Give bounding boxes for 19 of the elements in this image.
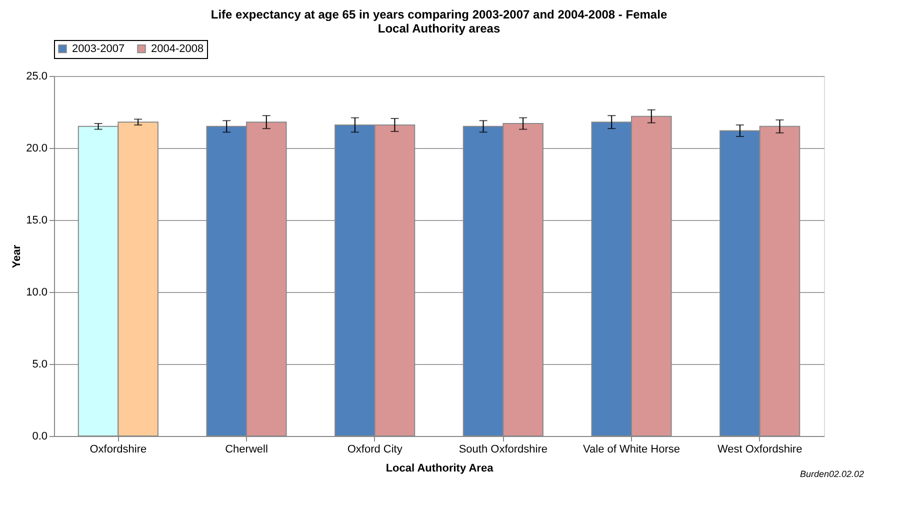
y-tick-label: 5.0	[32, 358, 48, 370]
x-tick-label: Vale of White Horse	[582, 444, 680, 456]
text: Life expectancy at age 65 in years comparing 2003-2007 and 2004-2008 - Female	[210, 8, 668, 22]
x-tick-label: Cherwell	[225, 444, 268, 456]
y-tick-label: 10.0	[26, 286, 48, 298]
text: Burden02.02.02	[800, 469, 864, 479]
text: Local Authority areas	[378, 22, 500, 36]
x-tick-label: Oxfordshire	[90, 444, 147, 456]
x-tick-label: South Oxfordshire	[458, 444, 548, 456]
y-axis-title: Year	[11, 244, 24, 268]
x-tick-label: Oxford City	[347, 444, 403, 456]
x-tick-label: West Oxfordshire	[717, 444, 802, 456]
y-tick-label: 0.0	[32, 430, 48, 442]
y-tick-label: 20.0	[26, 142, 48, 154]
legend-label: 2003-2007	[72, 42, 125, 55]
legend-label: 2004-2008	[151, 42, 204, 55]
x-axis-title: Local Authority Area	[386, 462, 494, 474]
y-tick-label: 15.0	[26, 214, 48, 226]
y-tick-label: 25.0	[26, 70, 48, 82]
